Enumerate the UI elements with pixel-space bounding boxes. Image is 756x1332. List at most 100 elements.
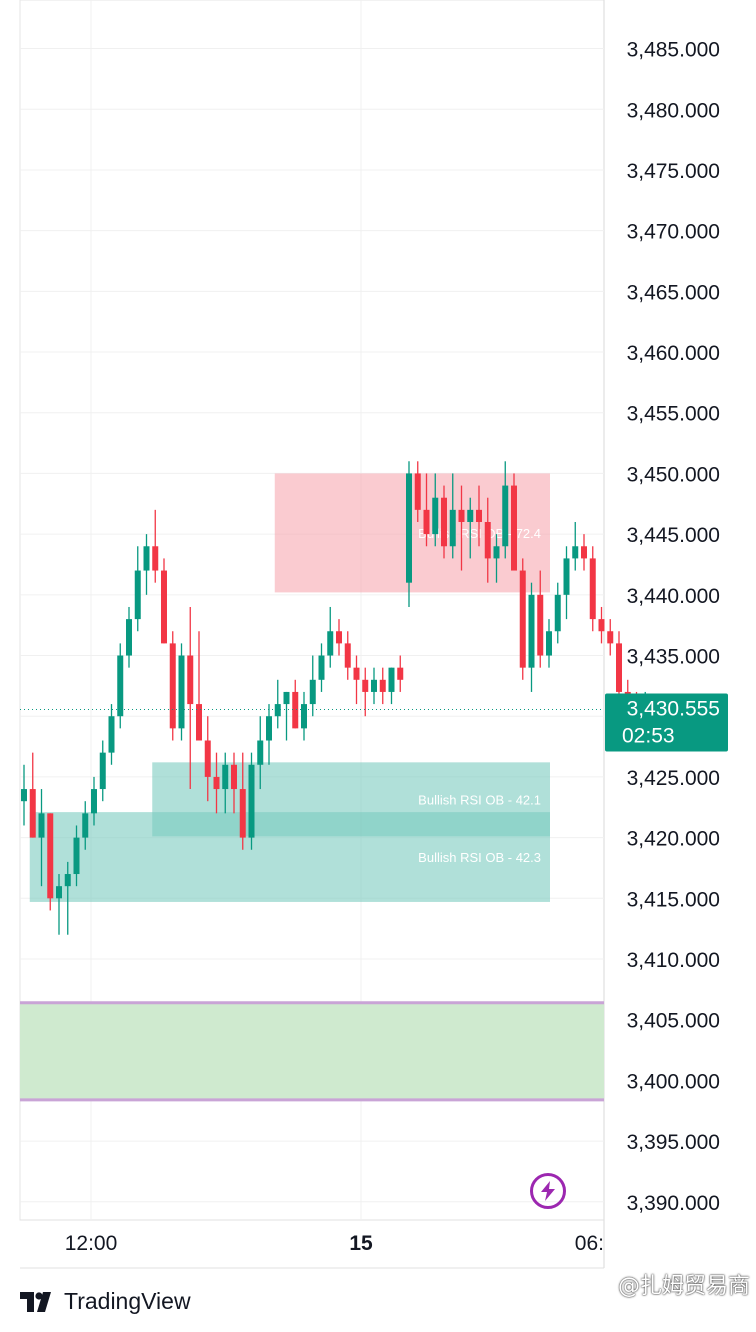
y-tick-label: 3,425.000 (627, 767, 720, 790)
candle-down (441, 497, 447, 547)
candle-up (108, 716, 115, 753)
candle-down (292, 691, 299, 729)
candle-up (449, 509, 456, 547)
candle-up (467, 509, 474, 522)
candle-down (29, 789, 36, 838)
candle-down (231, 764, 237, 790)
candle-up (91, 789, 97, 814)
zone-label: Bullish RSI OB - 42.1 (418, 792, 541, 807)
candle-up (274, 704, 281, 717)
candle-down (607, 631, 614, 644)
candle-up (257, 740, 264, 765)
candle-down (511, 485, 517, 571)
y-tick-label: 3,455.000 (627, 403, 720, 426)
watermark: @扎姆贸易商 (617, 1274, 750, 1299)
y-tick-label: 3,420.000 (627, 828, 720, 851)
candle-down (589, 558, 596, 620)
y-tick-label: 3,470.000 (627, 221, 720, 244)
current-price-value: 3,430.555 (627, 697, 720, 720)
candle-down (239, 789, 246, 838)
candle-up (283, 691, 290, 705)
candle-up (126, 619, 132, 656)
candle-up (528, 594, 535, 668)
y-tick-label: 3,445.000 (627, 524, 720, 547)
candle-up (388, 667, 395, 692)
candle-down (213, 776, 220, 790)
candle-up (64, 874, 71, 887)
tradingview-name: TradingView (64, 1288, 191, 1314)
candle-down (344, 643, 351, 668)
candle-down (336, 631, 342, 644)
candle-up (21, 789, 27, 802)
lightning-button[interactable] (530, 1173, 566, 1209)
x-tick-label: 15 (349, 1232, 373, 1255)
candle-down (414, 473, 421, 510)
candle-up (178, 655, 185, 729)
candle-down (169, 643, 176, 729)
y-tick-label: 3,400.000 (627, 1070, 720, 1093)
candle-up (318, 655, 325, 680)
candle-down (476, 509, 482, 522)
candle-up (327, 631, 334, 656)
candle-up (56, 886, 62, 899)
candle-down (581, 546, 587, 559)
candle-down (187, 655, 194, 705)
y-tick-label: 3,390.000 (627, 1192, 720, 1215)
y-tick-label: 3,460.000 (627, 342, 720, 365)
candle-up (406, 473, 412, 583)
candle-up (248, 764, 255, 838)
lightning-icon (541, 1181, 555, 1201)
candle-down (196, 704, 202, 741)
candle-up (38, 813, 45, 838)
demand-zone (20, 1002, 604, 1100)
y-tick-label: 3,410.000 (627, 949, 720, 972)
y-tick-label: 3,465.000 (627, 281, 720, 304)
candle-up (143, 546, 150, 571)
candle-down (484, 521, 491, 559)
current-price-label (605, 693, 728, 752)
y-tick-label: 3,405.000 (627, 1010, 720, 1033)
bull-rsi-zone (29, 812, 550, 902)
y-tick-label: 3,415.000 (627, 888, 720, 911)
candle-down (519, 570, 526, 668)
candle-down (423, 509, 430, 535)
y-tick-label: 3,395.000 (627, 1131, 720, 1154)
y-tick-label: 3,450.000 (627, 463, 720, 486)
candle-up (117, 655, 124, 717)
candle-down (353, 667, 360, 680)
candle-up (73, 837, 80, 875)
candle-up (82, 813, 89, 838)
countdown-timer: 02:53 (622, 724, 675, 747)
candle-up (432, 497, 439, 535)
candle-down (152, 546, 159, 571)
candle-up (493, 546, 500, 559)
candle-down (397, 667, 404, 680)
candle-up (222, 764, 229, 790)
x-tick-label: 12:00 (65, 1232, 118, 1255)
candle-up (546, 631, 552, 656)
candle-up (134, 570, 141, 620)
y-tick-label: 3,480.000 (627, 99, 720, 122)
candle-up (301, 704, 307, 729)
zone-label: Bullish RSI OB - 42.3 (418, 850, 541, 865)
x-tick-label: 06: (575, 1232, 604, 1255)
candle-up (502, 485, 509, 547)
candle-up (266, 716, 272, 741)
candle-up (309, 679, 316, 705)
candle-down (47, 813, 54, 899)
tradingview-logo-icon (20, 1291, 51, 1312)
candle-down (458, 509, 465, 522)
y-tick-label: 3,435.000 (627, 646, 720, 669)
candle-down (598, 619, 605, 632)
candle-down (537, 594, 544, 656)
candle-down (204, 740, 211, 777)
candle-up (554, 594, 561, 632)
candle-down (362, 679, 369, 692)
y-tick-label: 3,485.000 (627, 39, 720, 62)
candle-up (371, 679, 377, 692)
y-tick-label: 3,440.000 (627, 585, 720, 608)
candle-down (379, 679, 386, 692)
tradingview-logo[interactable]: TradingView (20, 1288, 191, 1315)
candle-up (99, 752, 106, 790)
